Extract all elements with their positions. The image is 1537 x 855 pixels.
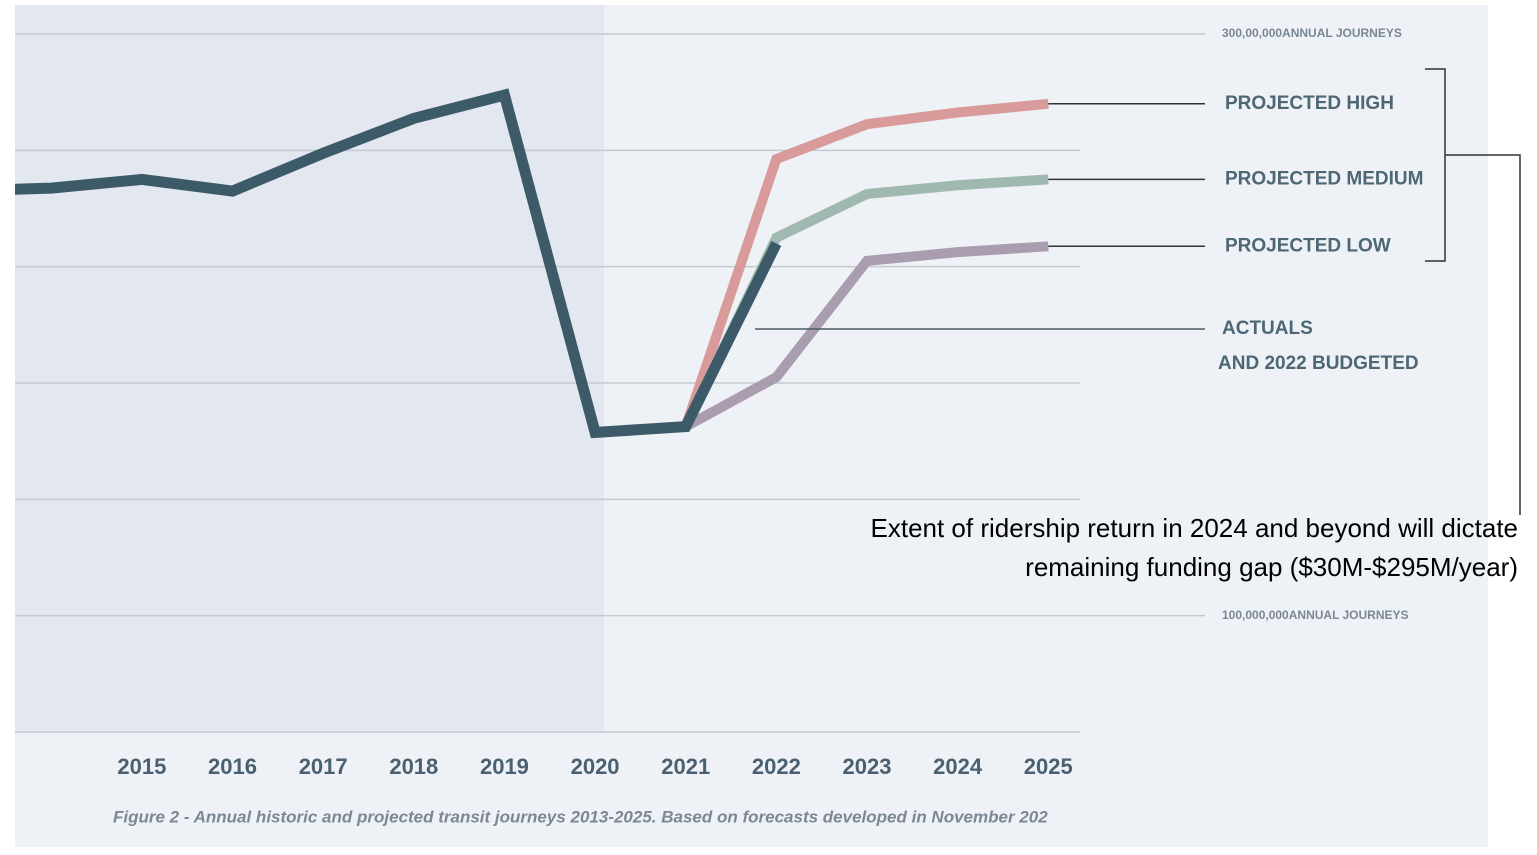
series-line <box>683 241 1049 432</box>
x-tick-label: 2018 <box>389 754 438 779</box>
caption: Figure 2 - Annual historic and projected… <box>113 807 1048 826</box>
x-tick-label: 2022 <box>752 754 801 779</box>
bracket <box>1425 68 1521 515</box>
x-tick-label: 2024 <box>933 754 983 779</box>
historic-shade <box>15 5 604 732</box>
legend-entry: PROJECTED HIGH <box>1225 93 1394 114</box>
x-tick-label: 2019 <box>480 754 529 779</box>
series-line <box>15 88 782 439</box>
annotation: remaining funding gap ($30M-$295M/year) <box>1025 552 1518 582</box>
x-tick-label: 2015 <box>117 754 166 779</box>
x-tick-label: 2023 <box>843 754 892 779</box>
y-tick-label: 100,000,000ANNUAL JOURNEYS <box>1222 608 1409 622</box>
legend-subtitle: AND 2022 BUDGETED <box>1218 353 1419 374</box>
x-tick-label: 2016 <box>208 754 257 779</box>
legend-entry: PROJECTED LOW <box>1225 235 1391 256</box>
x-tick-label: 2017 <box>299 754 348 779</box>
annotation: Extent of ridership return in 2024 and b… <box>871 513 1519 543</box>
y-tick-label: 300,00,000ANNUAL JOURNEYS <box>1222 26 1402 40</box>
x-tick-label: 2021 <box>661 754 710 779</box>
x-tick-label: 2020 <box>571 754 620 779</box>
legend-entry: ACTUALS <box>1222 318 1313 339</box>
legend-entry: PROJECTED MEDIUM <box>1225 168 1423 189</box>
x-tick-label: 2025 <box>1024 754 1073 779</box>
series-line <box>680 98 1049 429</box>
